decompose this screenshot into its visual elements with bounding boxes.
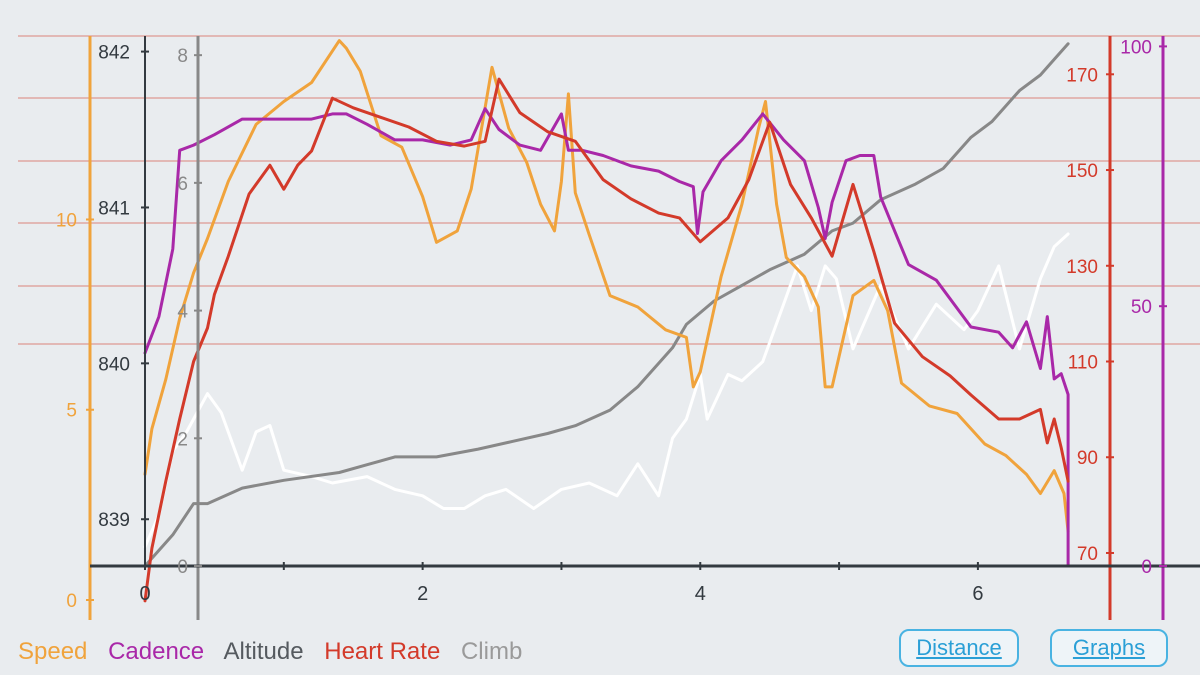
- climb-tick-label: 8: [177, 46, 188, 67]
- heart_rate-tick-label: 150: [1066, 161, 1098, 182]
- series-lines: [143, 39, 1070, 603]
- legend: Speed Cadence Altitude Heart Rate Climb: [18, 638, 536, 668]
- axes: 0 5 10 839 840 841 842 0 2 4 6 8 70 90 110 130 150 170 0 50…: [56, 36, 1200, 620]
- heart_rate-tick-label: 90: [1077, 448, 1098, 469]
- legend-altitude[interactable]: Altitude: [223, 638, 304, 665]
- legend-speed[interactable]: Speed: [18, 638, 88, 665]
- speed-tick-label: 0: [66, 591, 77, 612]
- cadence-tick-label: 0: [1141, 557, 1152, 578]
- altitude-tick-label: 842: [98, 43, 130, 64]
- series-altitude-line: [143, 42, 1070, 568]
- speed-tick-label: 10: [56, 210, 77, 231]
- altitude-tick-label: 841: [98, 198, 130, 219]
- series-heart-rate-line: [143, 77, 1070, 603]
- speed-tick-label: 5: [66, 401, 77, 422]
- altitude-tick-label: 839: [98, 510, 130, 531]
- chart-canvas: 0 5 10 839 840 841 842 0 2 4 6 8 70 90 110 130 150 170 0 50…: [18, 35, 1200, 620]
- x-tick-label: 6: [972, 583, 983, 605]
- heart_rate-tick-label: 130: [1066, 257, 1098, 278]
- climb-tick-label: 4: [177, 302, 188, 323]
- x-tick-label: 4: [695, 583, 706, 605]
- climb-tick-label: 6: [177, 174, 188, 195]
- heart_rate-tick-label: 70: [1077, 544, 1098, 565]
- legend-climb[interactable]: Climb: [460, 638, 523, 665]
- climb-tick-label: 0: [177, 557, 188, 578]
- series-climb-line: [143, 232, 1070, 549]
- graphs-button[interactable]: Graphs: [1050, 629, 1168, 667]
- legend-heart-rate[interactable]: Heart Rate: [324, 638, 441, 665]
- heart_rate-tick-label: 110: [1068, 353, 1098, 374]
- climb-tick-label: 2: [177, 429, 188, 450]
- series-cadence-line: [143, 107, 1070, 568]
- x-tick-label: 0: [139, 583, 150, 605]
- legend-cadence[interactable]: Cadence: [108, 638, 205, 665]
- heart_rate-tick-label: 170: [1066, 65, 1098, 86]
- distance-button[interactable]: Distance: [899, 629, 1019, 667]
- x-tick-label: 2: [417, 583, 428, 605]
- cadence-tick-label: 50: [1131, 297, 1152, 318]
- series-speed-line: [143, 39, 1070, 533]
- altitude-tick-label: 840: [98, 354, 130, 375]
- cadence-tick-label: 100: [1120, 37, 1152, 58]
- grid-lines: [18, 35, 1200, 345]
